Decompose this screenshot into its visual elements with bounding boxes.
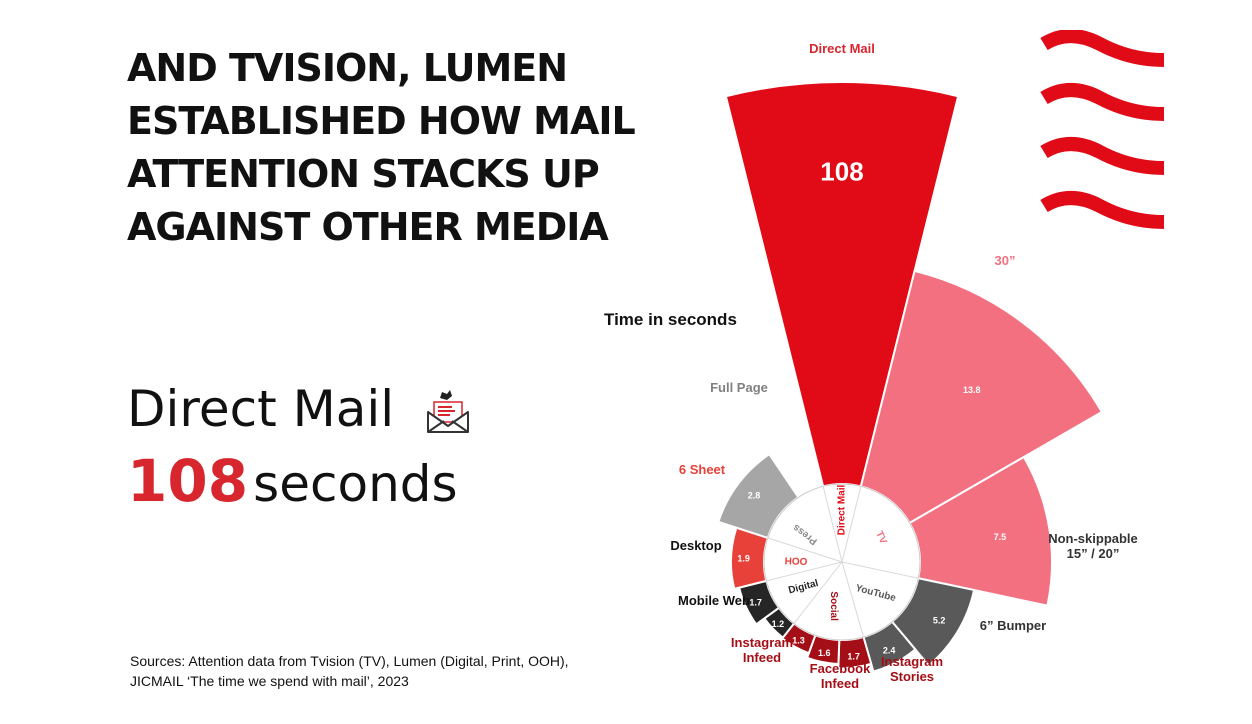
data-label: 2.8 — [748, 491, 761, 501]
category-label: TV — [873, 530, 889, 547]
segment-label-line: Full Page — [710, 380, 768, 395]
wave-stroke — [1040, 30, 1165, 67]
category-label: Direct Mail — [837, 484, 848, 535]
data-label: 1.6 — [818, 648, 831, 658]
hub-divider — [841, 561, 919, 579]
category-label: Social — [828, 591, 839, 621]
segment-label-line: 6” Bumper — [980, 618, 1046, 633]
segment-label: 30” — [995, 253, 1016, 268]
data-label: 1.7 — [847, 652, 860, 662]
segment-label: 6” Bumper — [980, 618, 1046, 633]
segment-label-line: Instagram — [881, 654, 943, 669]
chart-title: Time in seconds — [604, 310, 737, 329]
sources-note: Sources: Attention data from Tvision (TV… — [130, 651, 630, 691]
segment-label-line: 30” — [995, 253, 1016, 268]
hub-divider — [822, 486, 843, 563]
segment-label: Mobile Web — [678, 593, 750, 608]
data-label: 2.4 — [883, 646, 896, 656]
segment-label: Facebook Infeed — [810, 661, 871, 691]
hub-divider — [767, 537, 843, 563]
segment-label-line: Infeed — [821, 676, 859, 691]
hub-divider — [841, 561, 864, 638]
segment-label: Direct Mail — [809, 41, 875, 56]
segment-label-line: 6 Sheet — [679, 462, 726, 477]
data-label: 1.2 — [772, 619, 785, 629]
seconds-unit: seconds — [253, 455, 458, 513]
data-label: 13.8 — [963, 385, 981, 395]
category-label: OOH — [784, 554, 807, 566]
data-label: 1.9 — [737, 554, 750, 564]
sources-line: JICMAIL ‘The time we spend with mail’, 2… — [130, 673, 409, 689]
segment-label-line: Direct Mail — [809, 41, 875, 56]
direct-mail-value: 108 seconds — [127, 447, 458, 515]
segment-label: Instagram Infeed — [731, 635, 793, 665]
wave-stroke — [1040, 83, 1165, 121]
segment-label: Full Page — [710, 380, 768, 395]
segment-label: 15” — [1065, 403, 1086, 418]
envelope-icon — [427, 390, 469, 433]
segment-label-line: Non-skippable — [1048, 531, 1138, 546]
direct-mail-label: Direct Mail — [127, 380, 395, 438]
segment-label-line: Stories — [890, 669, 934, 684]
segment-label: 6 Sheet — [679, 462, 726, 477]
decorative-waves — [1040, 30, 1165, 229]
segment-label: Desktop — [670, 538, 721, 553]
headline-line: AND TVISION, LUMEN — [127, 46, 568, 90]
hub-divider — [793, 561, 843, 624]
headline-line: AGAINST OTHER MEDIA — [127, 205, 609, 249]
data-label: 5.2 — [933, 615, 946, 625]
segment-label: Instagram Stories — [881, 654, 943, 684]
segment-label-line: Desktop — [670, 538, 721, 553]
data-label: 1.7 — [749, 597, 762, 607]
segment-label-line: Mobile Web — [678, 593, 750, 608]
hub-divider — [841, 486, 862, 563]
wave-stroke — [1040, 191, 1165, 229]
segment-label-line: 15” — [1065, 403, 1086, 418]
headline-line: ATTENTION STACKS UP — [127, 152, 600, 196]
data-label: 1.3 — [792, 636, 805, 646]
segment-label: Non-skippable 15” / 20” — [1048, 531, 1138, 561]
segment-label-line: Infeed — [743, 650, 781, 665]
data-label: 108 — [820, 157, 863, 187]
segment-label-line: Instagram — [731, 635, 793, 650]
wave-stroke — [1040, 137, 1165, 175]
hub-divider — [766, 561, 843, 582]
segment-label-line: Facebook — [810, 661, 871, 676]
direct-mail-seconds: 108 — [127, 447, 249, 515]
headline: AND TVISION, LUMEN ESTABLISHED HOW MAIL … — [127, 42, 647, 254]
headline-line: ESTABLISHED HOW MAIL — [127, 99, 636, 143]
sources-line: Sources: Attention data from Tvision (TV… — [130, 653, 569, 669]
segment-label-line: 15” / 20” — [1067, 546, 1120, 561]
data-label: 7.5 — [994, 532, 1007, 542]
